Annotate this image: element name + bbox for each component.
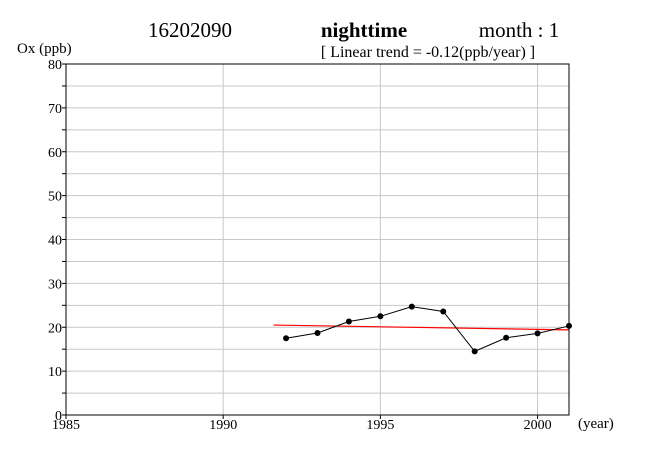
tick-labels: 0 10 20 30 40 50 60 70 80 1985 1990 1995 2000 [48, 58, 552, 433]
data-point [503, 334, 510, 341]
data-point [345, 318, 352, 325]
series-line [285, 306, 570, 352]
plot-frame [65, 63, 570, 416]
y-tick-label: 80 [48, 58, 62, 73]
y-tick-label: 20 [48, 321, 62, 336]
series-layer [283, 303, 572, 355]
data-point [471, 348, 478, 355]
y-tick-label: 70 [48, 102, 62, 117]
data-point [440, 308, 447, 315]
x-tick-label: 1995 [366, 418, 394, 433]
y-axis-label: Ox (ppb) [17, 41, 72, 57]
x-tick-label: 2000 [524, 418, 552, 433]
trend-line [273, 324, 570, 331]
grid [65, 63, 569, 416]
y-tick-label: 50 [48, 190, 62, 205]
x-tick-label: 1990 [209, 418, 237, 433]
trend-annotation: [ Linear trend = -0.12(ppb/year) ] [321, 44, 535, 61]
period-label: nighttime [321, 18, 407, 42]
y-tick-label: 30 [48, 277, 62, 292]
station-id: 16202090 [148, 18, 232, 42]
trend-line-layer [273, 324, 570, 331]
y-tick-label: 40 [48, 234, 62, 249]
data-point [283, 335, 290, 342]
data-point [377, 313, 384, 320]
y-tick-label: 60 [48, 146, 62, 161]
x-axis-label: (year) [578, 416, 614, 432]
x-tick-label: 1985 [52, 418, 80, 433]
y-tick-label: 0 [55, 409, 62, 424]
data-point [314, 329, 321, 336]
month-label: month : 1 [479, 18, 560, 42]
y-tick-label: 10 [48, 365, 62, 380]
data-point [534, 330, 541, 337]
data-point [408, 303, 415, 310]
